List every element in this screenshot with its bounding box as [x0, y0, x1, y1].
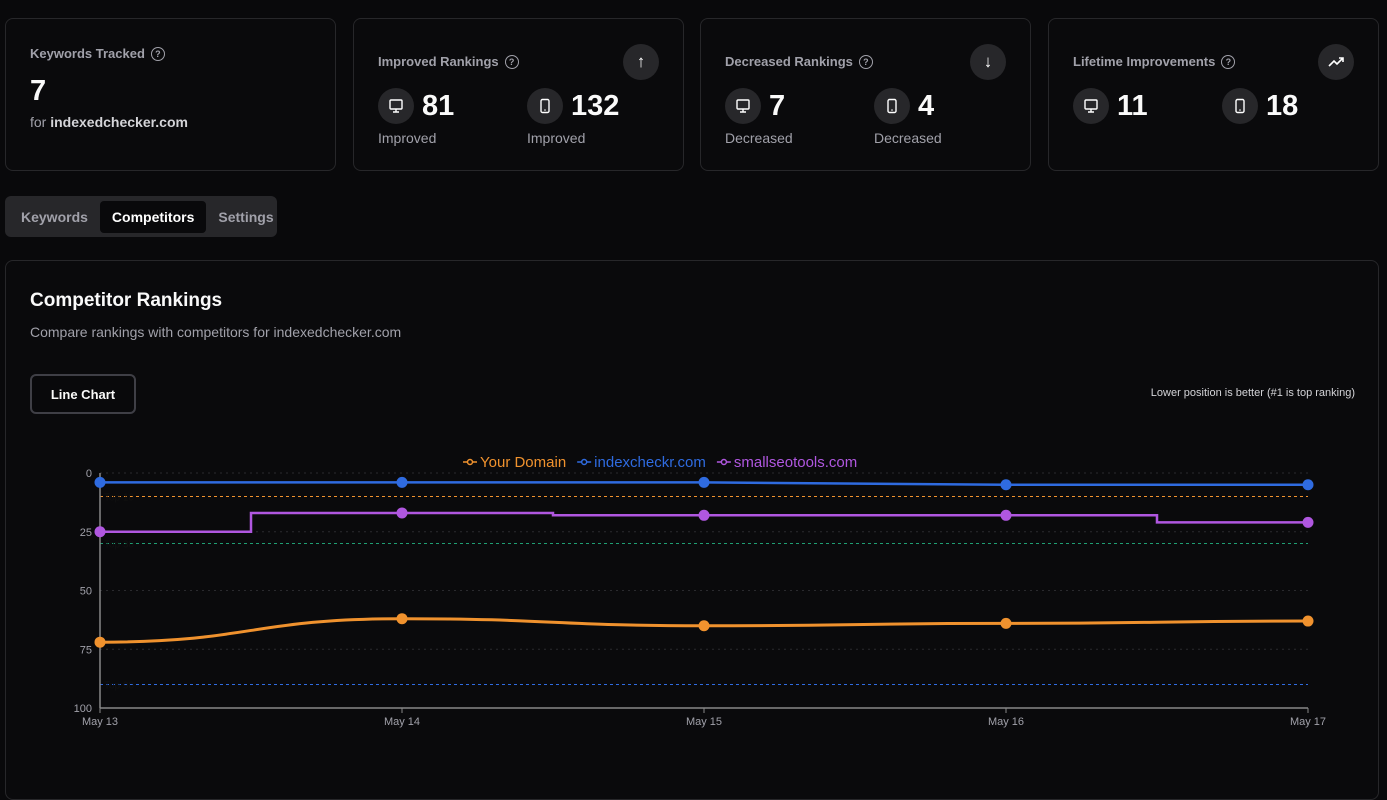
legend-label: smallseotools.com [734, 454, 857, 471]
tab-list: Keywords Competitors Settings [5, 196, 277, 237]
desktop-label: Decreased [725, 130, 793, 146]
x-tick-label: May 14 [384, 716, 420, 728]
data-point [94, 476, 106, 488]
card-title: Improved Rankings [378, 54, 499, 69]
desktop-improved: 81 [422, 89, 455, 122]
legend-marker-dot [466, 458, 474, 466]
x-tick-label: May 13 [82, 716, 118, 728]
legend-marker-dot [580, 458, 588, 466]
reference-line-label: Top 10 [104, 493, 134, 504]
reference-line-label: Top 90 [104, 681, 134, 692]
legend-marker-dot [720, 458, 728, 466]
competitor-rankings-panel: Competitor Rankings Compare rankings wit… [5, 260, 1379, 800]
data-point [94, 526, 106, 538]
data-point [1302, 615, 1314, 627]
help-icon[interactable]: ? [150, 46, 165, 61]
card-title: Lifetime Improvements [1073, 54, 1216, 69]
for-prefix: for [30, 114, 47, 130]
data-point [1000, 617, 1012, 629]
legend-label: Your Domain [480, 454, 566, 471]
y-tick-label: 25 [80, 527, 92, 539]
mobile-icon [527, 88, 563, 124]
domain-line: for indexedchecker.com [30, 114, 188, 130]
help-icon[interactable]: ? [504, 54, 519, 69]
legend-label: indexcheckr.com [594, 454, 706, 471]
x-tick-label: May 17 [1290, 716, 1326, 728]
keywords-count: 7 [30, 75, 47, 107]
data-point [396, 613, 408, 625]
card-title: Keywords Tracked [30, 46, 145, 61]
series-line-2 [100, 511, 1308, 533]
panel-subtitle: Compare rankings with competitors for in… [30, 324, 402, 340]
help-icon[interactable]: ? [858, 54, 873, 69]
data-point [698, 476, 710, 488]
data-point [396, 476, 408, 488]
keywords-tracked-card: Keywords Tracked? 7 for indexedchecker.c… [5, 18, 336, 171]
panel-title: Competitor Rankings [30, 290, 223, 311]
tab-settings[interactable]: Settings [218, 208, 274, 225]
tab-competitors[interactable]: Competitors [99, 200, 207, 233]
data-point [396, 507, 408, 519]
help-icon[interactable]: ? [1221, 54, 1236, 69]
y-tick-label: 50 [80, 586, 92, 598]
data-point [1000, 509, 1012, 521]
data-point [1302, 479, 1314, 491]
desktop-icon [725, 88, 761, 124]
data-point [698, 509, 710, 521]
domain: indexedchecker.com [50, 114, 188, 130]
arrow-down-icon: ↓ [970, 44, 1006, 80]
mobile-icon [874, 88, 910, 124]
data-point [94, 636, 106, 648]
desktop-icon [378, 88, 414, 124]
mobile-icon [1222, 88, 1258, 124]
x-tick-label: May 15 [686, 716, 722, 728]
desktop-label: Improved [378, 130, 437, 146]
mobile-improved: 132 [571, 89, 620, 122]
competitor-chart: 0 25 50 75 100 Top 10 Top 30 Top 90 May 13 May 14… [74, 454, 1326, 728]
desktop-lifetime: 11 [1117, 89, 1148, 122]
tab-keywords[interactable]: Keywords [21, 208, 88, 225]
y-tick-label: 75 [80, 644, 92, 656]
data-point [1302, 516, 1314, 528]
y-tick-label: 100 [74, 703, 92, 715]
arrow-up-icon: ↑ [623, 44, 659, 80]
mobile-label: Improved [527, 130, 586, 146]
trending-up-icon [1318, 44, 1354, 80]
decreased-rankings-card: Decreased Rankings? ↓ 7 Decreased 4 Decr… [700, 18, 1031, 171]
line-chart-button[interactable]: Line Chart [30, 374, 136, 414]
mobile-lifetime: 18 [1266, 89, 1299, 122]
card-title: Decreased Rankings [725, 54, 853, 69]
ranking-note: Lower position is better (#1 is top rank… [1150, 387, 1355, 399]
mobile-decreased: 4 [918, 89, 935, 122]
x-tick-label: May 16 [988, 716, 1024, 728]
reference-line-label: Top 30 [104, 540, 134, 551]
desktop-decreased: 7 [769, 89, 786, 122]
data-point [1000, 479, 1012, 491]
improved-rankings-card: Improved Rankings? ↑ 81 Improved 132 Imp… [353, 18, 684, 171]
data-point [698, 620, 710, 632]
desktop-icon [1073, 88, 1109, 124]
y-tick-label: 0 [86, 468, 92, 480]
mobile-label: Decreased [874, 130, 942, 146]
lifetime-improvements-card: Lifetime Improvements? 11 18 [1048, 18, 1379, 171]
